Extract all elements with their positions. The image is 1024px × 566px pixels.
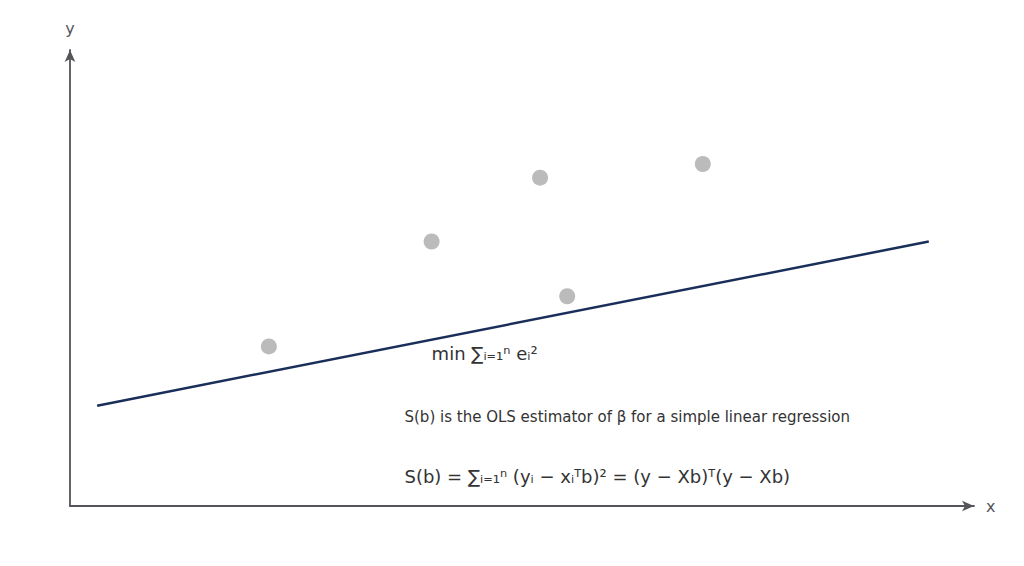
svg-text:S(b) = ∑ᵢ₌₁ⁿ (yᵢ − xᵢᵀb)² = (y: S(b) = ∑ᵢ₌₁ⁿ (yᵢ − xᵢᵀb)² = (y − Xb)ᵀ(y … [404, 466, 790, 487]
svg-text:x: x [986, 497, 995, 516]
svg-text:S(b) is the OLS estimator of β: S(b) is the OLS estimator of β for a sim… [404, 408, 850, 426]
svg-text:y: y [65, 19, 74, 38]
svg-text:min ∑ᵢ₌₁ⁿ eᵢ²: min ∑ᵢ₌₁ⁿ eᵢ² [432, 343, 538, 364]
